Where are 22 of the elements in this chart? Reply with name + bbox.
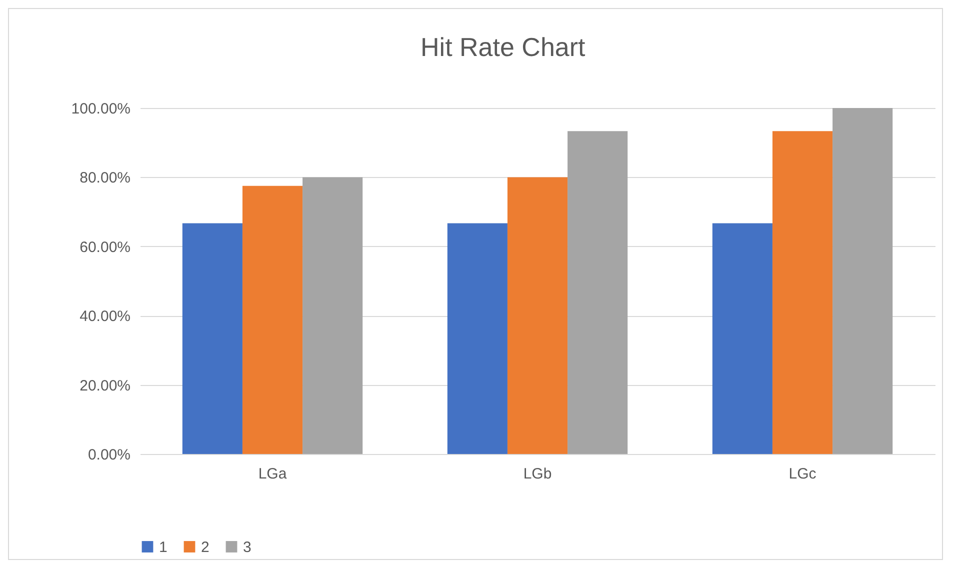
bar — [182, 223, 242, 454]
legend-label: 3 — [243, 538, 252, 556]
y-tick-label: 0.00% — [88, 446, 130, 464]
bar — [712, 223, 772, 454]
y-tick-label: 80.00% — [80, 170, 130, 187]
bar — [568, 131, 628, 454]
y-tick-label: 100.00% — [71, 100, 130, 118]
bar — [507, 177, 568, 454]
y-tick-label: 60.00% — [80, 238, 130, 256]
x-tick-label: LGa — [258, 466, 288, 482]
bar — [832, 108, 893, 454]
x-tick-label: LGc — [788, 466, 817, 482]
y-tick-label: 20.00% — [80, 377, 130, 394]
bar — [447, 223, 508, 454]
x-tick-label: LGb — [523, 466, 552, 482]
legend-label: 2 — [201, 538, 210, 556]
bar — [242, 186, 303, 454]
bar — [302, 177, 363, 454]
bar — [772, 131, 833, 454]
legend-label: 1 — [159, 538, 168, 556]
y-tick-label: 40.00% — [80, 308, 130, 326]
chart-title: Hit Rate Chart — [420, 32, 586, 62]
